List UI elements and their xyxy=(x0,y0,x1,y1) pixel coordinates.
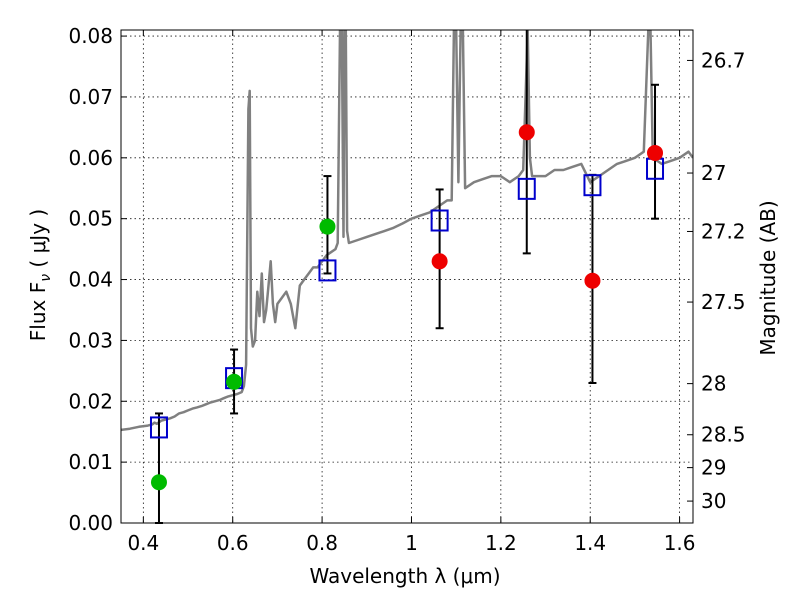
model-point xyxy=(149,416,168,439)
observed-point xyxy=(584,272,601,289)
x-tick-label: 0.8 xyxy=(306,531,338,555)
y-tick-label: 0.05 xyxy=(68,207,113,231)
observed-point xyxy=(647,144,664,161)
x-tick-label: 1.6 xyxy=(664,531,696,555)
observed-point xyxy=(518,124,535,141)
y-tick-label: 0.08 xyxy=(68,24,113,48)
right-tick-label: 27.2 xyxy=(701,219,746,243)
right-tick-label: 27 xyxy=(701,161,726,185)
y-tick-label: 0.03 xyxy=(68,328,113,352)
x-axis-title: Wavelength λ (μm) xyxy=(309,564,500,588)
y-tick-label: 0.07 xyxy=(68,85,113,109)
right-tick-label: 29 xyxy=(701,456,726,480)
ticks xyxy=(121,30,693,524)
y-tick-label: 0.01 xyxy=(68,450,113,474)
x-tick-label: 1.4 xyxy=(574,531,606,555)
x-tick-labels: 0.4 0.6 0.8 1 1.2 1.4 1.6 xyxy=(127,531,695,555)
y-tick-label: 0.06 xyxy=(68,146,113,170)
right-tick-label: 30 xyxy=(701,489,726,513)
y-axis-title-sub: ν xyxy=(38,274,54,282)
right-tick-label: 28 xyxy=(701,372,726,396)
x-tick-label: 0.6 xyxy=(217,531,249,555)
right-tick-labels: 26.7 27 27.2 27.5 28 28.5 29 30 xyxy=(701,48,746,513)
y-axis-title-unit: ( μJy ) xyxy=(26,209,50,274)
model-point xyxy=(517,177,536,200)
spectrum-layer xyxy=(121,30,693,432)
error-bars xyxy=(154,30,660,524)
right-tick-label: 26.7 xyxy=(701,48,746,72)
x-tick-label: 1 xyxy=(405,531,418,555)
spectrum-line xyxy=(121,30,693,432)
plot-frame xyxy=(120,29,694,524)
observed-points xyxy=(150,124,664,491)
y-axis-title-main: Flux F xyxy=(26,282,50,341)
y-tick-label: 0.04 xyxy=(68,268,113,292)
model-point xyxy=(583,174,602,197)
model-point xyxy=(430,209,449,232)
observed-point xyxy=(431,253,448,270)
y-axis-title-right: Magnitude (AB) xyxy=(756,200,780,355)
observed-point xyxy=(226,373,243,390)
gridlines xyxy=(121,30,693,524)
y-tick-label: 0.00 xyxy=(68,511,113,535)
x-tick-label: 1.2 xyxy=(485,531,517,555)
y-tick-labels: 0.00 0.01 0.02 0.03 0.04 0.05 0.06 0.07 0.08 xyxy=(68,24,113,535)
right-tick-label: 27.5 xyxy=(701,290,746,314)
observed-point xyxy=(150,474,167,491)
y-axis-title: Flux Fν ( μJy ) xyxy=(26,209,54,341)
y-tick-label: 0.02 xyxy=(68,389,113,413)
model-point xyxy=(318,259,337,282)
observed-point xyxy=(319,218,336,235)
x-tick-label: 0.4 xyxy=(127,531,159,555)
right-tick-label: 28.5 xyxy=(701,423,746,447)
